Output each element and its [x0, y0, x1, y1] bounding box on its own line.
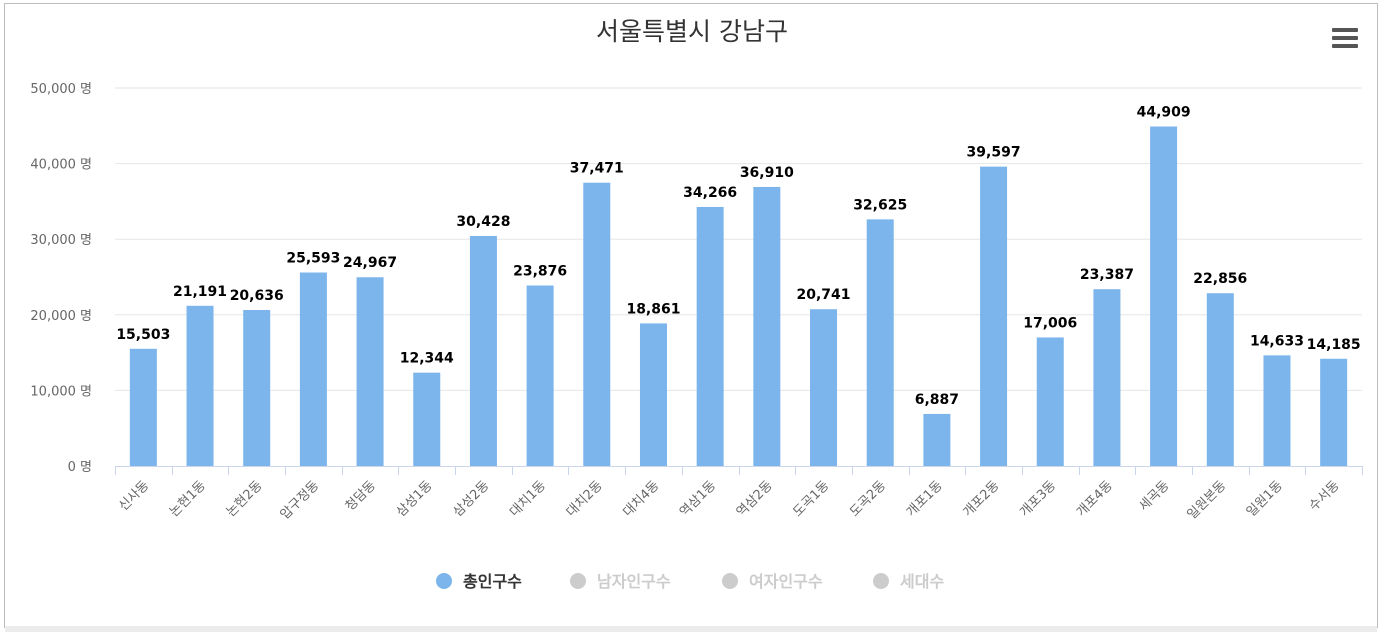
x-tick-label: 압구정동: [278, 478, 322, 522]
bar[interactable]: [1263, 355, 1291, 466]
bar[interactable]: [1036, 337, 1064, 466]
bar[interactable]: [810, 309, 838, 466]
data-label: 23,387: [1080, 267, 1134, 283]
data-label: 17,006: [1023, 315, 1077, 331]
data-label: 14,633: [1250, 333, 1304, 349]
data-label: 20,636: [230, 288, 284, 304]
bar[interactable]: [753, 186, 781, 467]
chart-menu-button[interactable]: [1326, 22, 1364, 54]
bar[interactable]: [469, 235, 497, 466]
data-label: 23,876: [513, 263, 567, 279]
legend-marker: [436, 573, 452, 589]
data-label: 21,191: [173, 284, 227, 300]
x-tick-label: 역삼1동: [677, 478, 719, 520]
bar[interactable]: [980, 166, 1008, 467]
x-tick-label: 역삼2동: [734, 478, 776, 520]
legend-marker: [570, 573, 586, 589]
bar[interactable]: [923, 413, 951, 466]
bars: [129, 126, 1348, 467]
x-tick-label: 일원1동: [1244, 478, 1286, 520]
legend-label: 총인구수: [463, 572, 522, 591]
bottom-divider: [5, 626, 1377, 632]
x-tick-label: 대치1동: [507, 478, 549, 520]
y-tick-label: 40,000 명: [30, 158, 92, 173]
legend-marker: [722, 573, 738, 589]
y-axis: 0 명 10,000 명 20,000 명 30,000 명 40,000 명 50,00…: [30, 82, 92, 475]
data-label: 25,593: [286, 251, 340, 267]
bar[interactable]: [583, 182, 611, 466]
y-tick-label: 0 명: [68, 460, 92, 475]
bar[interactable]: [639, 323, 667, 466]
chart-container: [4, 3, 1378, 628]
data-labels: 15,503 21,191 20,636 25,593 24,967 12,344 30,4…: [116, 104, 1360, 407]
data-label: 37,471: [570, 161, 624, 177]
x-tick-label: 도곡1동: [791, 478, 833, 520]
data-label: 6,887: [915, 392, 959, 408]
x-tick-label: 개포1동: [904, 478, 946, 520]
x-tick-label: 신사동: [116, 478, 152, 514]
bar[interactable]: [1093, 289, 1121, 466]
data-label: 12,344: [400, 351, 454, 367]
hamburger-menu-icon: [1332, 28, 1358, 48]
legend: 총인구수 남자인구수 여자인구수 세대수: [436, 572, 944, 591]
bar[interactable]: [129, 348, 157, 466]
data-label: 18,861: [626, 301, 680, 317]
bar[interactable]: [243, 309, 271, 466]
x-tick-label: 논현1동: [167, 478, 209, 520]
bar[interactable]: [1150, 126, 1178, 466]
bar[interactable]: [1206, 293, 1234, 466]
x-tick-label: 삼성1동: [394, 478, 436, 520]
data-label: 22,856: [1193, 271, 1247, 287]
legend-item[interactable]: 남자인구수: [570, 572, 671, 591]
data-label: 32,625: [853, 197, 907, 213]
data-label: 34,266: [683, 185, 737, 201]
x-tick-label: 수서동: [1307, 478, 1343, 514]
legend-item[interactable]: 세대수: [873, 572, 944, 591]
x-tick-label: 논현2동: [224, 478, 266, 520]
y-tick-label: 50,000 명: [30, 82, 92, 97]
bar[interactable]: [356, 277, 384, 466]
x-tick-label: 대치4동: [620, 478, 662, 520]
data-label: 39,597: [967, 145, 1021, 161]
x-tick-label: 개포4동: [1074, 478, 1116, 520]
x-tick-label: 세곡동: [1136, 478, 1172, 514]
legend-item[interactable]: 여자인구수: [722, 572, 823, 591]
data-label: 30,428: [456, 214, 510, 230]
y-tick-label: 20,000 명: [30, 309, 92, 324]
data-label: 15,503: [116, 327, 170, 343]
legend-label: 세대수: [900, 572, 944, 591]
x-tick-label: 대치2동: [564, 478, 606, 520]
x-tick-label: 삼성2동: [450, 478, 492, 520]
y-tick-label: 10,000 명: [30, 384, 92, 399]
bar[interactable]: [413, 372, 441, 466]
data-label: 36,910: [740, 165, 794, 181]
x-tick-label: 일원본동: [1185, 478, 1229, 522]
bar[interactable]: [696, 206, 724, 466]
chart-title: 서울특별시 강남구: [596, 17, 788, 46]
data-label: 14,185: [1307, 337, 1361, 353]
bar[interactable]: [1320, 358, 1348, 466]
x-tick-label: 개포2동: [961, 478, 1003, 520]
legend-marker: [873, 573, 889, 589]
bar[interactable]: [866, 219, 894, 466]
bar[interactable]: [526, 285, 554, 466]
bar[interactable]: [186, 305, 214, 466]
x-tick-label: 개포3동: [1017, 478, 1059, 520]
bar[interactable]: [299, 272, 327, 466]
legend-label: 남자인구수: [597, 572, 671, 591]
x-axis: 신사동 논현1동 논현2동 압구정동 청담동 삼성1동 삼성2동 대치1동 대치2동 대치4동 역삼…: [115, 466, 1363, 523]
x-tick-label: 청담동: [343, 478, 379, 514]
data-label: 24,967: [343, 255, 397, 271]
legend-item[interactable]: 총인구수: [436, 572, 522, 591]
legend-label: 여자인구수: [749, 572, 823, 591]
y-tick-label: 30,000 명: [30, 233, 92, 248]
x-tick-label: 도곡2동: [847, 478, 889, 520]
data-label: 20,741: [797, 287, 851, 303]
data-label: 44,909: [1137, 104, 1191, 120]
